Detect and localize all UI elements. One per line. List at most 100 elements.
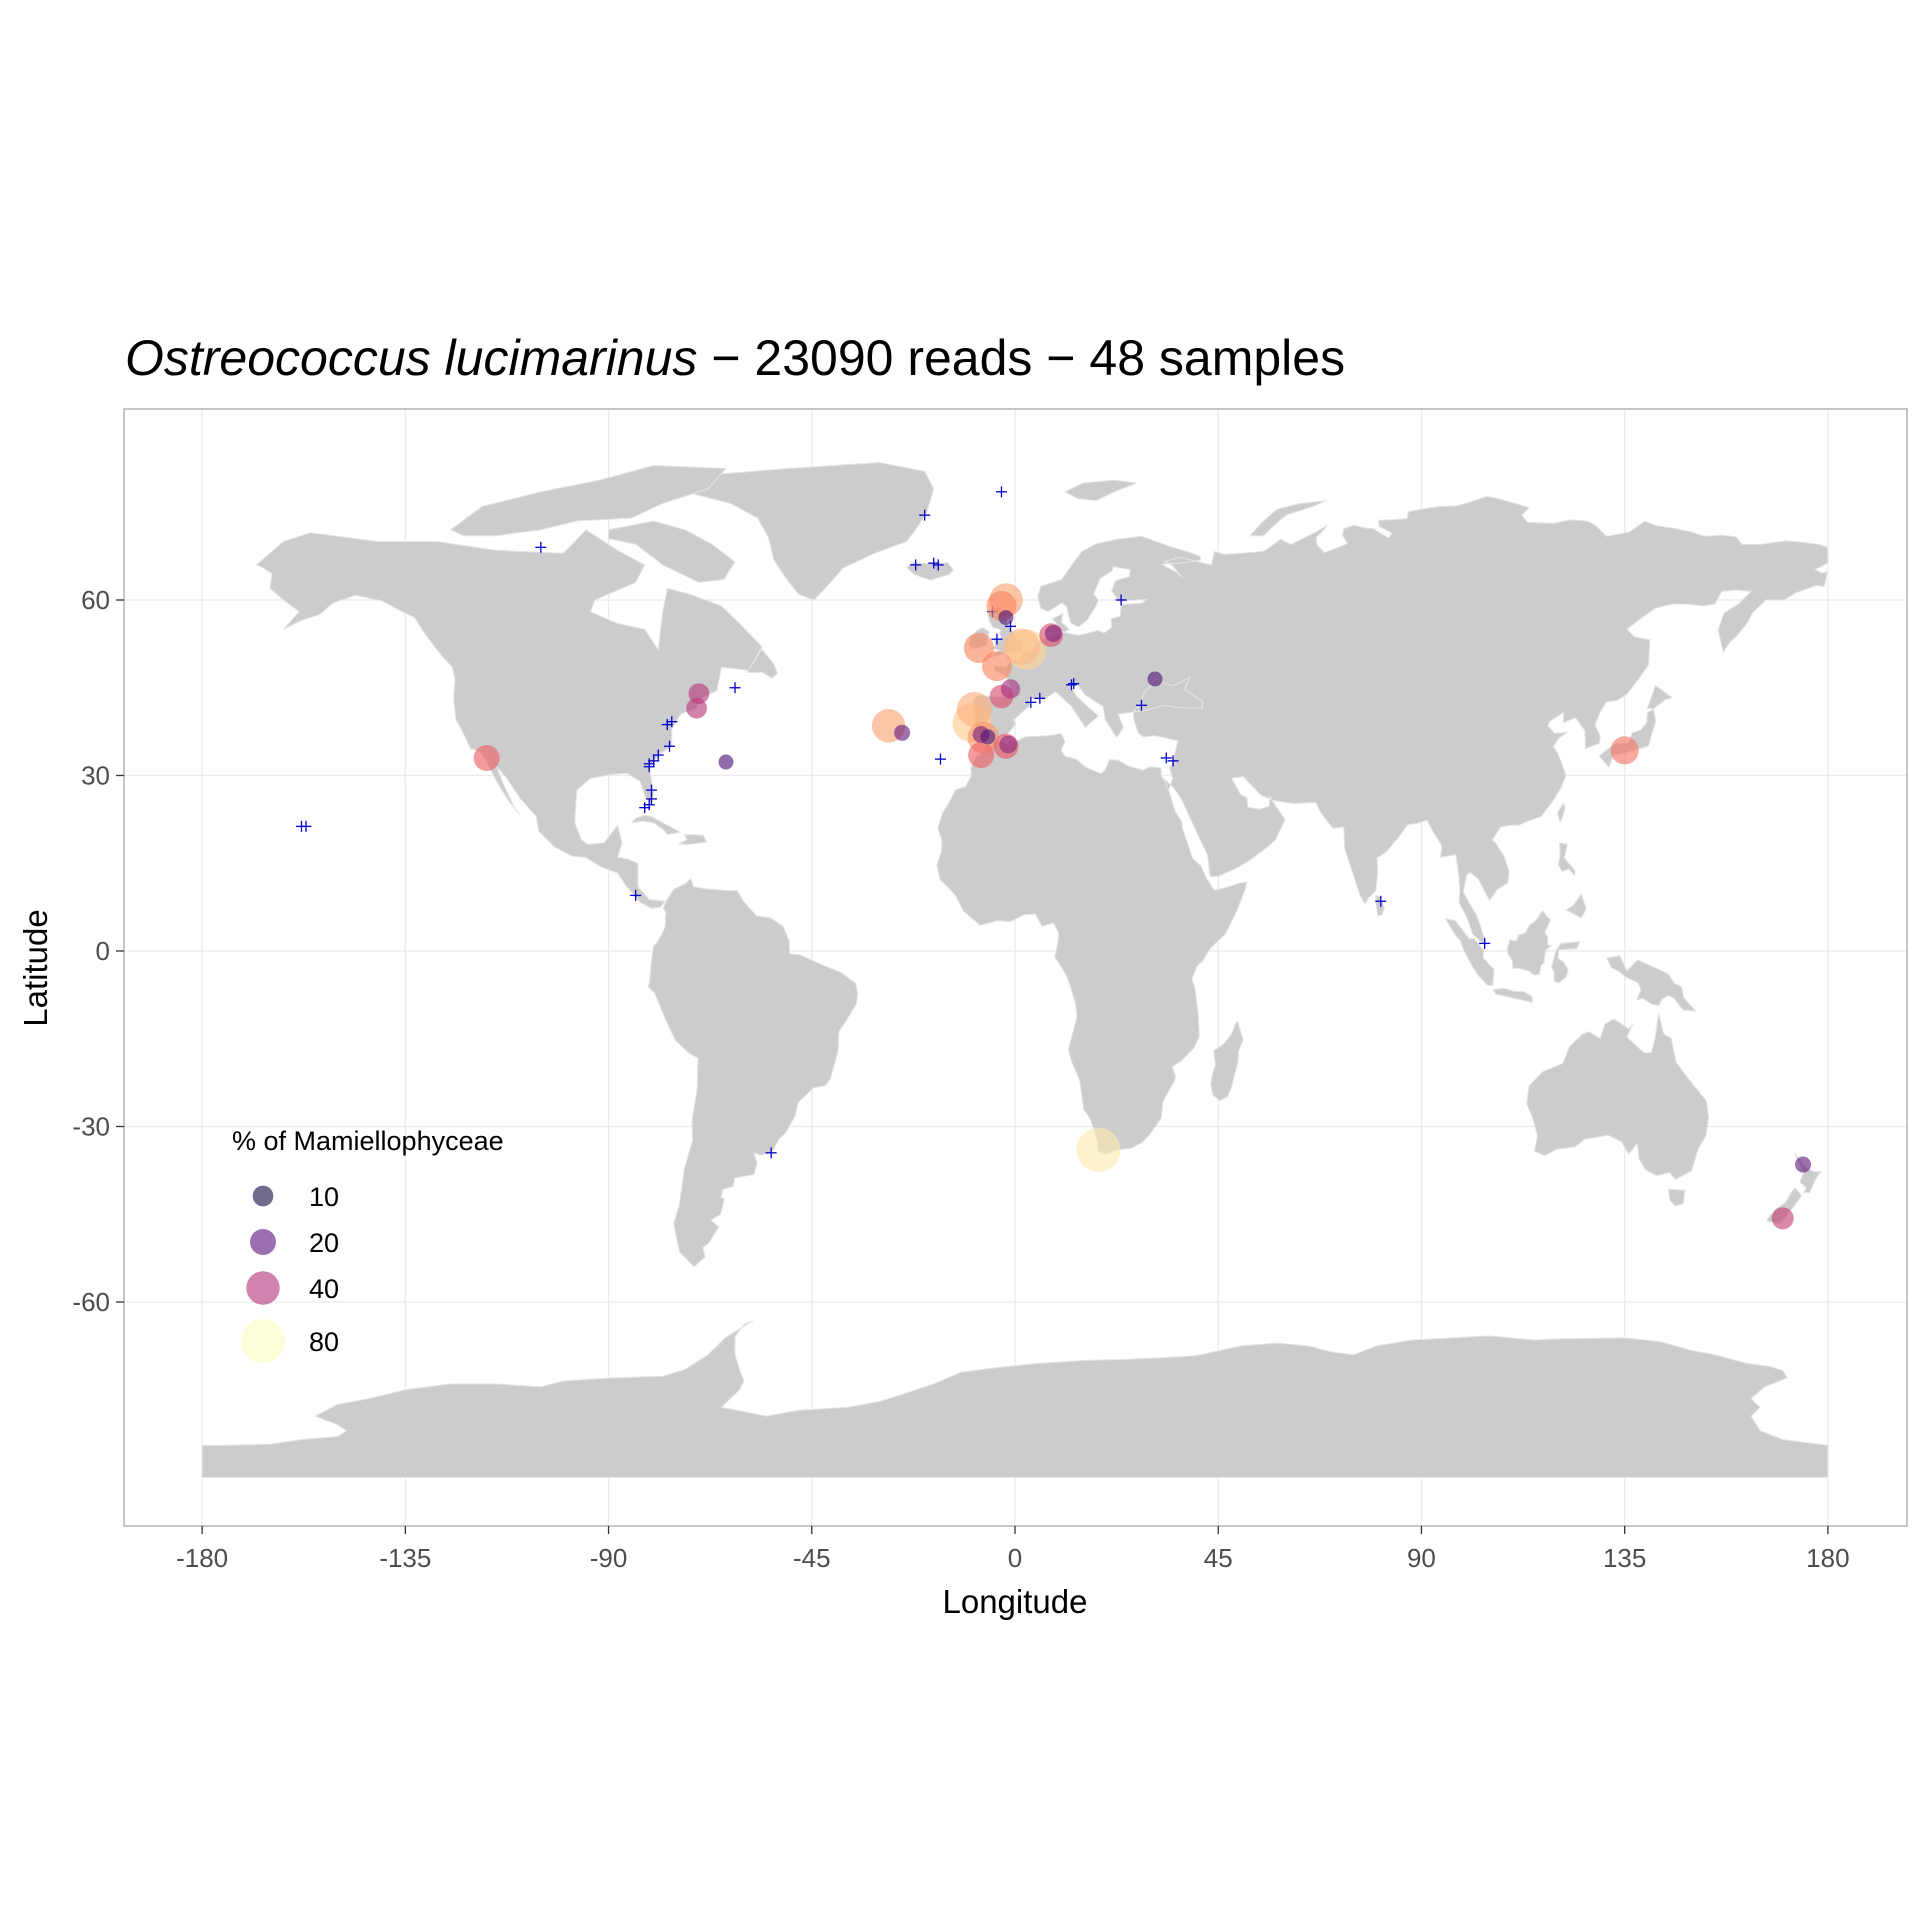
land-taiwan (1556, 801, 1566, 824)
legend-keys: 10 20 40 80 (241, 1182, 339, 1363)
absent-sample-marker (1479, 937, 1491, 949)
absent-sample-marker (1167, 755, 1179, 767)
absent-sample-marker (661, 719, 673, 731)
y-axis-label: Latitude (17, 909, 54, 1026)
absent-sample-marker (535, 541, 547, 553)
x-axis-label: Longitude (943, 1583, 1088, 1620)
absent-sample-marker (934, 753, 946, 765)
sample-bubble (981, 651, 1012, 682)
x-axis-ticks: -180 -135 -90 -45 0 45 90 135 180 (176, 1526, 1850, 1573)
legend: % of Mamiellophyceae 10 20 40 80 (232, 1126, 504, 1363)
land-new-guinea (1605, 955, 1698, 1012)
sample-bubble (1000, 679, 1021, 699)
absent-sample-marker (1115, 594, 1127, 606)
land-australia (1526, 1013, 1710, 1180)
absent-sample-marker (1034, 692, 1046, 704)
y-tick-label: -60 (72, 1287, 110, 1317)
legend-key-10 (252, 1185, 274, 1207)
x-tick-label: 45 (1204, 1543, 1233, 1573)
absent-sample-marker (1025, 696, 1037, 708)
legend-key-40 (246, 1271, 280, 1305)
x-tick-label: 90 (1407, 1543, 1436, 1573)
absent-sample-marker (1160, 752, 1172, 764)
absent-sample-marker (645, 793, 657, 805)
chart-title: Ostreococcus lucimarinus − 23090 reads −… (125, 330, 1345, 386)
absent-sample-marker (729, 682, 741, 694)
absent-sample-marker (648, 755, 660, 767)
x-tick-label: -135 (379, 1543, 431, 1573)
x-tick-label: 135 (1603, 1543, 1646, 1573)
sample-bubble (968, 742, 995, 769)
absent-sample-marker (910, 559, 922, 571)
land-borneo (1506, 909, 1553, 976)
absent-sample-marker (995, 486, 1007, 498)
land-newfoundland (746, 648, 779, 680)
land-baffin-island (608, 520, 736, 584)
map-panel: % of Mamiellophyceae 10 20 40 80 (123, 408, 1908, 1527)
absent-sample-marker (643, 799, 655, 811)
sample-bubble (956, 691, 992, 727)
sample-bubble (1003, 628, 1041, 666)
x-tick-label: -180 (176, 1543, 228, 1573)
y-tick-label: 0 (96, 936, 110, 966)
absent-sample-marker (765, 1147, 777, 1159)
land-madagascar (1209, 1020, 1244, 1102)
title-details: − 23090 reads − 48 samples (697, 330, 1345, 386)
sample-bubble (999, 735, 1018, 754)
y-tick-label: 60 (81, 585, 110, 615)
x-tick-label: -90 (590, 1543, 628, 1573)
legend-label: 80 (309, 1327, 339, 1357)
absent-sample-marker (300, 820, 312, 832)
legend-title: % of Mamiellophyceae (232, 1126, 504, 1156)
land-antarctica (201, 1320, 1829, 1478)
land-north-america (255, 529, 763, 909)
land-africa (936, 732, 1248, 1156)
sample-bubble (1076, 1127, 1121, 1172)
land-arctic-archipelago (449, 464, 728, 537)
absent-sample-marker (1135, 699, 1147, 711)
sample-bubble (980, 729, 996, 745)
land-java (1491, 987, 1534, 1004)
absent-samples (295, 486, 1491, 1159)
absent-sample-marker (932, 559, 944, 571)
sample-bubble (998, 610, 1014, 626)
sample-bubble (1795, 1156, 1812, 1173)
absent-sample-marker (643, 761, 655, 773)
absent-sample-marker (919, 509, 931, 521)
world-land (201, 461, 1829, 1478)
sample-bubble (1771, 1207, 1794, 1230)
land-sumatra (1444, 918, 1495, 986)
legend-key-20 (250, 1229, 276, 1255)
absent-sample-marker (928, 557, 940, 569)
land-sri-lanka (1375, 894, 1385, 917)
sample-bubble (473, 744, 500, 771)
sample-bubble (686, 697, 707, 719)
x-tick-label: 180 (1806, 1543, 1849, 1573)
land-philippines-mindanao (1565, 892, 1587, 919)
land-sulawesi (1550, 941, 1581, 984)
land-iceland (905, 562, 955, 581)
land-cuba (630, 814, 682, 836)
sample-bubble (718, 754, 734, 770)
legend-label: 20 (309, 1228, 339, 1258)
absent-sample-marker (1065, 679, 1077, 691)
sample-bubble (894, 724, 911, 741)
y-axis-ticks: -60 -30 0 30 60 (72, 585, 124, 1317)
sample-bubble (1610, 736, 1639, 765)
x-tick-label: -45 (793, 1543, 831, 1573)
land-svalbard (1063, 479, 1138, 502)
legend-label: 40 (309, 1274, 339, 1304)
land-tasmania (1667, 1188, 1686, 1207)
absent-sample-marker (1068, 678, 1080, 690)
land-novaya-zemlya (1248, 500, 1327, 537)
legend-label: 10 (309, 1182, 339, 1212)
x-tick-label: 0 (1008, 1543, 1022, 1573)
land-south-america (647, 877, 859, 1268)
y-tick-label: 30 (81, 761, 110, 791)
absent-sample-marker (652, 749, 664, 761)
present-samples (473, 583, 1812, 1230)
absent-sample-marker (639, 802, 651, 814)
y-tick-label: -30 (72, 1112, 110, 1142)
absent-sample-marker (991, 633, 1003, 645)
